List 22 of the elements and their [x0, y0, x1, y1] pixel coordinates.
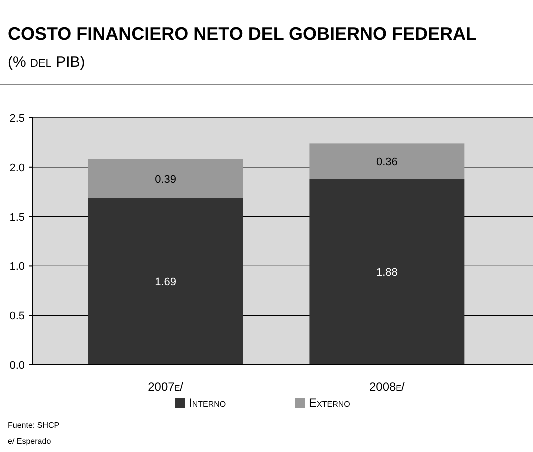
y-tick-label: 1.0	[10, 261, 25, 274]
y-tick-label: 2.0	[10, 162, 25, 174]
y-tick-label: 1.5	[10, 212, 25, 224]
text: e/ Esperado	[8, 437, 52, 446]
data-label: 0.36	[376, 156, 398, 168]
chart-title: COSTO FINANCIERO NETO DEL GOBIERNO FEDERAL	[8, 24, 478, 44]
x-tick-label: 2007e/	[148, 380, 184, 394]
chart-subtitle: (% del PIB)	[8, 54, 86, 71]
legend-label: Interno	[189, 396, 226, 410]
bar	[310, 179, 465, 365]
legend-label: Externo	[309, 396, 350, 410]
y-tick-label: 0.0	[10, 360, 25, 372]
y-tick-label: 2.5	[10, 113, 25, 125]
data-label: 1.88	[376, 267, 398, 280]
y-tick-label: 0.5	[10, 310, 25, 323]
bar	[310, 144, 465, 180]
bar	[88, 198, 244, 365]
bar	[88, 159, 244, 198]
data-label: 1.69	[155, 276, 177, 289]
data-label: 0.39	[155, 174, 177, 186]
x-tick-label: 2008e/	[369, 380, 406, 394]
source-note: Fuente: SHCP	[8, 421, 60, 430]
